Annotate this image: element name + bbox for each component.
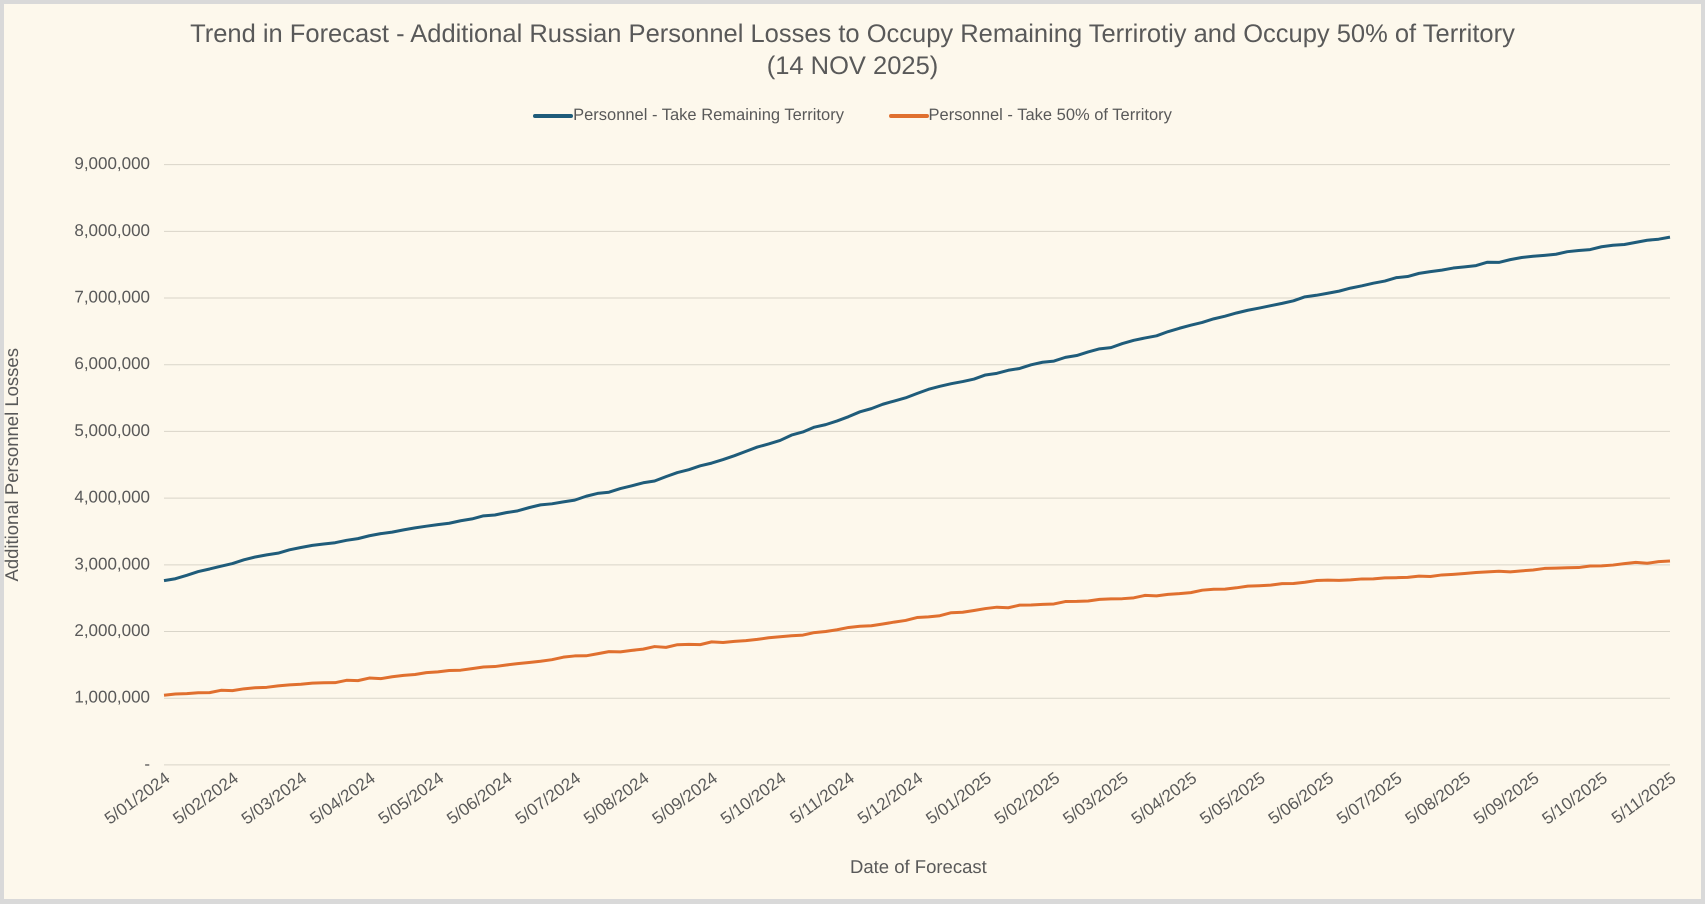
svg-text:5/05/2025: 5/05/2025 [1196, 768, 1268, 828]
svg-text:5/02/2025: 5/02/2025 [991, 768, 1063, 828]
svg-text:5/03/2024: 5/03/2024 [238, 768, 310, 828]
svg-text:5/05/2024: 5/05/2024 [375, 768, 447, 828]
svg-text:5/01/2024: 5/01/2024 [101, 768, 173, 828]
svg-text:5/08/2025: 5/08/2025 [1402, 768, 1474, 828]
svg-text:5/10/2025: 5/10/2025 [1539, 768, 1611, 828]
svg-text:5/03/2025: 5/03/2025 [1059, 768, 1131, 828]
svg-text:2,000,000: 2,000,000 [74, 621, 150, 640]
svg-text:5/06/2024: 5/06/2024 [443, 768, 515, 828]
svg-text:5/11/2025: 5/11/2025 [1608, 768, 1679, 827]
svg-text:5,000,000: 5,000,000 [74, 421, 150, 440]
svg-text:5/11/2024: 5/11/2024 [787, 768, 858, 827]
svg-text:1,000,000: 1,000,000 [74, 688, 150, 707]
svg-text:5/06/2025: 5/06/2025 [1265, 768, 1337, 828]
svg-text:4,000,000: 4,000,000 [74, 488, 150, 507]
svg-text:5/04/2024: 5/04/2024 [306, 768, 378, 828]
svg-text:5/09/2024: 5/09/2024 [649, 768, 721, 828]
svg-text:5/08/2024: 5/08/2024 [580, 768, 652, 828]
svg-text:5/07/2024: 5/07/2024 [512, 768, 584, 828]
svg-text:Additional Personnel Losses: Additional Personnel Losses [1, 348, 22, 581]
svg-text:5/02/2024: 5/02/2024 [169, 768, 241, 828]
svg-text:6,000,000: 6,000,000 [74, 354, 150, 373]
svg-text:8,000,000: 8,000,000 [74, 221, 150, 240]
svg-text:5/09/2025: 5/09/2025 [1470, 768, 1542, 828]
svg-text:5/07/2025: 5/07/2025 [1333, 768, 1405, 828]
svg-text:-: - [144, 754, 150, 773]
svg-text:7,000,000: 7,000,000 [74, 288, 150, 307]
svg-text:5/04/2025: 5/04/2025 [1128, 768, 1200, 828]
svg-text:5/12/2024: 5/12/2024 [854, 768, 926, 828]
svg-text:Date of Forecast: Date of Forecast [850, 856, 987, 877]
svg-text:3,000,000: 3,000,000 [74, 554, 150, 573]
svg-text:5/10/2024: 5/10/2024 [717, 768, 789, 828]
svg-text:9,000,000: 9,000,000 [74, 154, 150, 173]
svg-text:5/01/2025: 5/01/2025 [922, 768, 994, 828]
